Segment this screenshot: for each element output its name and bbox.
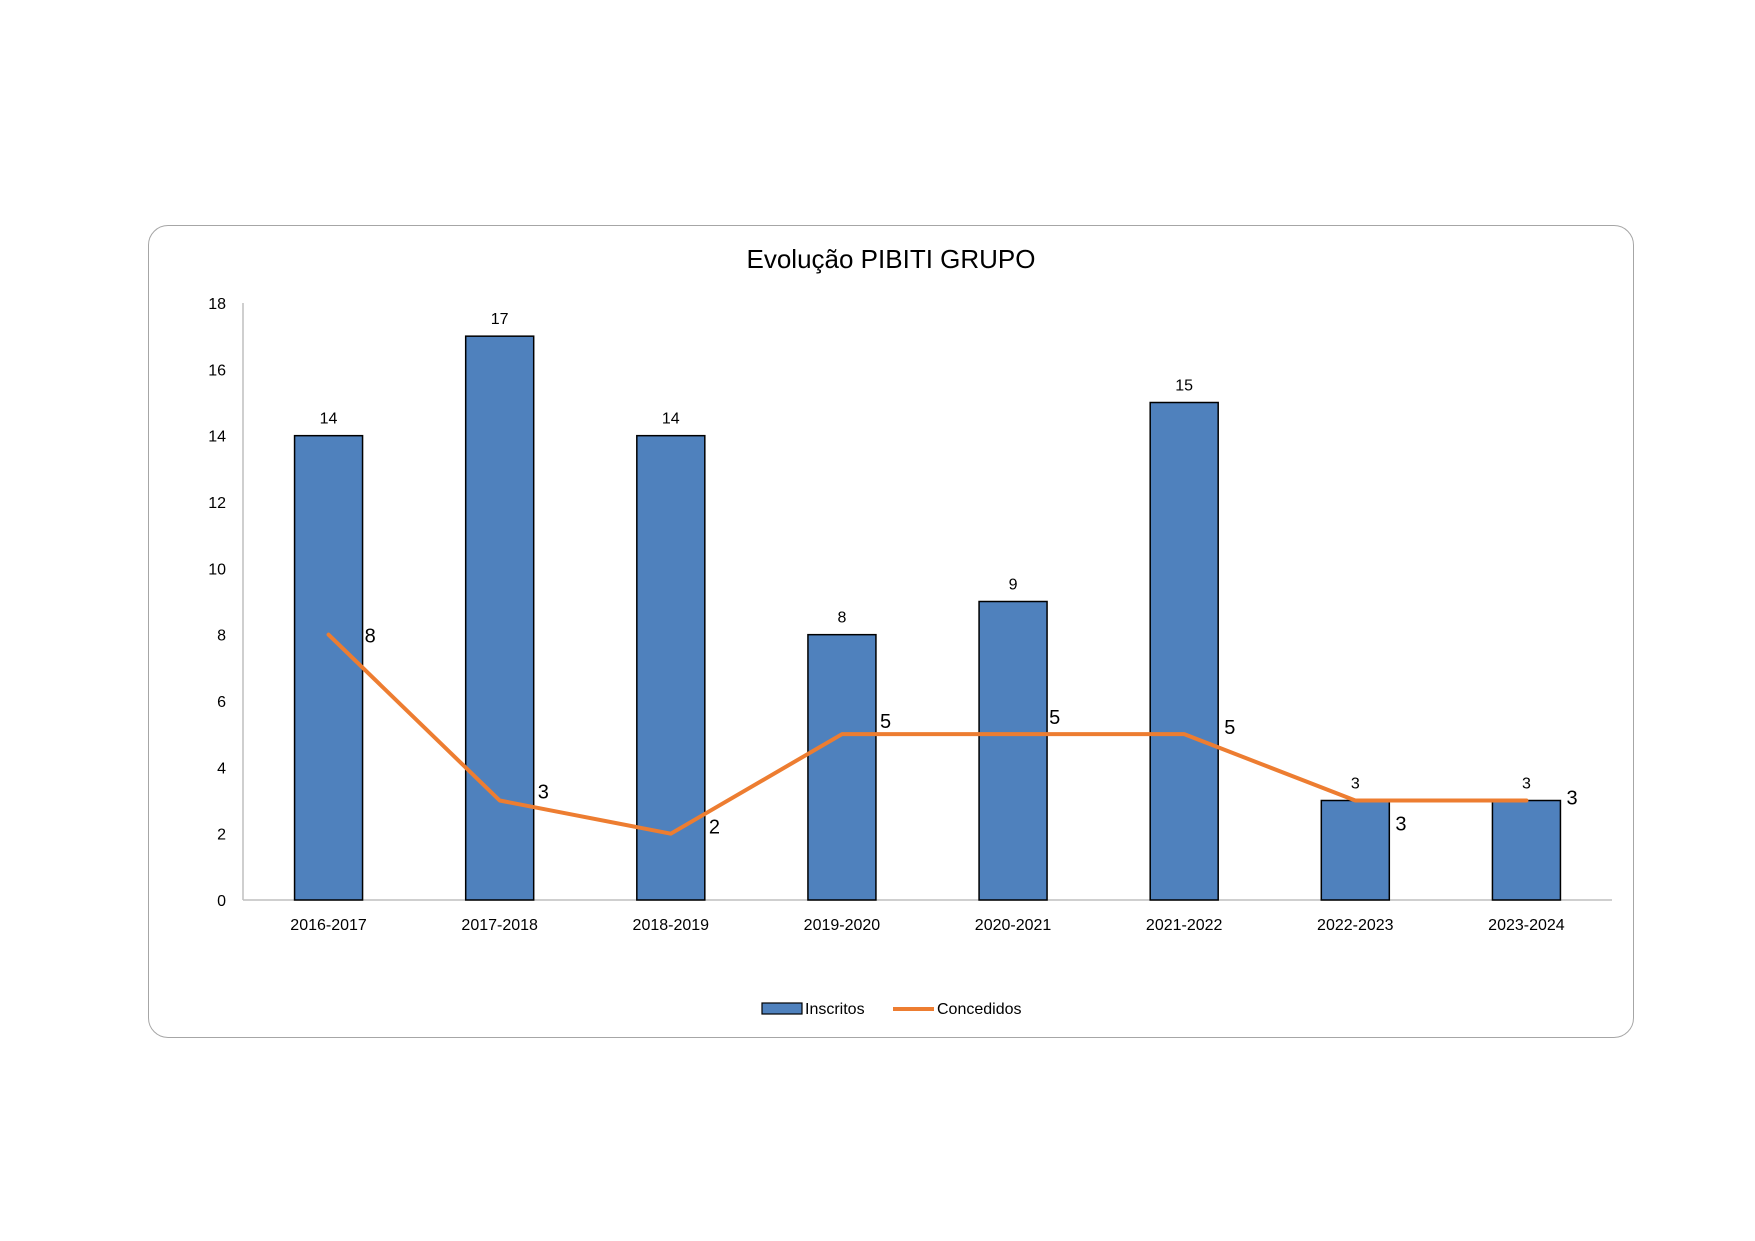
y-tick-label: 8 [217,628,226,645]
chart-frame [148,225,1634,1038]
line-value-label: 5 [880,711,891,733]
bar-value-label: 9 [1009,577,1018,594]
y-tick-label: 18 [208,296,226,313]
bar-inscritos [1491,799,1562,901]
x-axis: 2016-2017 2017-2018 2018-2019 2019-2020 2020… [243,899,1612,934]
line-series [326,632,1529,836]
x-tick-label: 2020-2021 [975,917,1052,934]
x-tick-label: 2021-2022 [1146,917,1223,934]
line-concedidos [326,632,1529,836]
bar-inscritos [293,434,364,901]
line-data-labels: 8 3 2 5 5 5 3 3 [365,626,1578,839]
line-value-label: 3 [1395,814,1406,836]
x-tick-label: 2019-2020 [804,917,881,934]
line-value-label: 5 [1224,717,1235,739]
x-tick-label: 2022-2023 [1317,917,1394,934]
legend-label-concedidos: Concedidos [937,1001,1022,1018]
legend: Inscritos Concedidos [761,1001,1022,1018]
y-tick-label: 2 [217,827,226,844]
y-tick-label: 6 [217,694,226,711]
bar-value-label: 14 [320,411,338,428]
y-axis: 0 2 4 6 8 10 12 14 16 18 [208,296,244,910]
bar-inscritos [464,335,535,901]
y-tick-label: 12 [208,495,226,512]
bar-value-label: 3 [1522,776,1531,793]
x-tick-label: 2023-2024 [1488,917,1565,934]
bar-value-label: 14 [662,411,680,428]
bar-inscritos [1320,799,1391,901]
line-value-label: 3 [538,782,549,804]
y-tick-label: 16 [208,362,226,379]
legend-swatch-inscritos [761,1002,803,1015]
y-tick-label: 10 [208,561,226,578]
x-tick-label: 2017-2018 [461,917,538,934]
line-value-label: 8 [365,626,376,648]
bar-inscritos [978,600,1048,901]
legend-label-inscritos: Inscritos [805,1001,865,1018]
x-tick-label: 2018-2019 [633,917,710,934]
line-value-label: 3 [1566,788,1577,810]
bar-inscritos [807,633,877,901]
y-tick-label: 0 [217,893,226,910]
bar-value-label: 3 [1351,776,1360,793]
y-tick-label: 4 [217,760,226,777]
bar-value-label: 17 [491,311,509,328]
y-tick-label: 14 [208,429,226,446]
bar-inscritos [1149,401,1219,901]
bar-data-labels: 14 17 14 8 9 15 3 3 [320,311,1531,792]
line-value-label: 5 [1049,707,1060,729]
bar-value-label: 8 [837,610,846,627]
line-value-label: 2 [709,817,720,839]
chart-title: Evolução PIBITI GRUPO [747,244,1036,274]
bar-value-label: 15 [1175,378,1193,395]
x-tick-label: 2016-2017 [290,917,367,934]
bar-series [293,335,1562,901]
